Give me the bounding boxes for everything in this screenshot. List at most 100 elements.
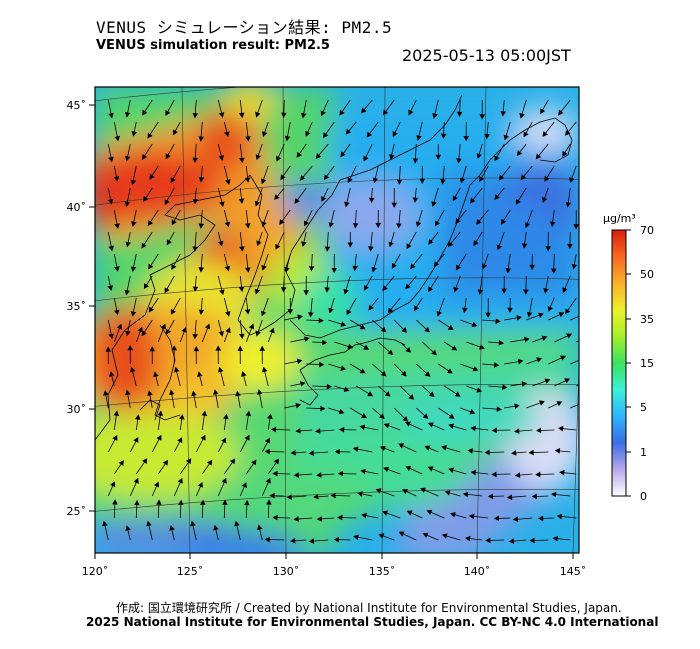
wind-arrowhead-256 xyxy=(431,349,437,356)
wind-arrowhead-309 xyxy=(125,389,131,396)
wind-arrowhead-105 xyxy=(469,197,476,204)
wind-arrowhead-138 xyxy=(239,246,245,252)
wind-arrowhead-111 xyxy=(131,221,137,227)
wind-arrowhead-61 xyxy=(476,153,482,159)
wind-arrowhead-80 xyxy=(419,178,426,184)
wind-arrowhead-278 xyxy=(424,371,431,377)
wind-arrowhead-38 xyxy=(463,136,470,142)
lat-ticks: 45˚ 40˚ 35˚ 30˚ 25˚ xyxy=(67,99,95,518)
wind-arrowhead-361 xyxy=(290,450,296,456)
wind-arrowhead-228 xyxy=(297,314,303,321)
wind-arrowhead-364 xyxy=(352,446,359,452)
wind-arrowhead-120 xyxy=(328,222,335,228)
wind-arrowhead-321 xyxy=(402,416,409,422)
map-frame xyxy=(94,86,580,554)
wind-arrowhead-41 xyxy=(523,131,529,138)
wind-arrowhead-153 xyxy=(567,243,573,250)
wind-arrowhead-443 xyxy=(169,525,175,531)
wind-arrowhead-318 xyxy=(338,408,345,415)
wind-arrowhead-84 xyxy=(498,174,505,181)
wind-arrowhead-167 xyxy=(391,262,397,269)
wind-arrowhead-198 xyxy=(113,309,120,316)
wind-arrowhead-203 xyxy=(225,311,231,317)
wind-arrowhead-28 xyxy=(245,136,251,142)
wind-arrowhead-290 xyxy=(197,371,203,378)
wind-arrowhead-134 xyxy=(141,242,147,249)
wind-arrowhead-447 xyxy=(257,524,263,531)
wind-arrowhead-376 xyxy=(162,459,169,466)
wind-arrowhead-386 xyxy=(360,468,366,475)
wind-arrowhead-10 xyxy=(320,110,326,117)
wind-arrowhead-277 xyxy=(401,370,407,377)
wind-arrowhead-169 xyxy=(433,261,440,267)
wind-arrowhead-312 xyxy=(191,390,197,397)
wind-arrowhead-221 xyxy=(125,330,131,337)
wind-arrowhead-39 xyxy=(484,133,490,140)
colorbar-label-15: 15 xyxy=(640,357,654,370)
wind-arrowhead-132 xyxy=(108,245,114,252)
wind-arrowhead-4 xyxy=(192,112,199,119)
wind-arrowhead-34 xyxy=(366,131,372,138)
wind-arrowhead-276 xyxy=(380,370,387,377)
wind-arrowhead-381 xyxy=(273,458,280,465)
wind-arrowhead-263 xyxy=(586,336,591,340)
wind-arrowhead-227 xyxy=(255,330,261,337)
wind-arrowhead-421 xyxy=(177,499,184,506)
wind-arrowhead-15 xyxy=(432,113,438,119)
wind-arrowhead-271 xyxy=(259,345,266,351)
wind-arrowhead-74 xyxy=(280,174,286,181)
wind-arrowhead-377 xyxy=(185,458,192,465)
wind-arrowhead-425 xyxy=(266,499,272,505)
wind-arrowhead-171 xyxy=(481,263,488,270)
wind-arrowhead-378 xyxy=(206,459,213,466)
wind-arrowhead-344 xyxy=(405,421,411,427)
wind-arrowhead-197 xyxy=(562,287,568,294)
wind-arrowhead-168 xyxy=(410,263,416,270)
wind-arrowhead-140 xyxy=(275,243,281,250)
wind-arrowhead-48 xyxy=(192,157,198,164)
lon-tick-125: 125˚ xyxy=(177,565,204,578)
wind-arrowhead-3 xyxy=(165,110,171,116)
wind-arrowhead-350 xyxy=(535,427,542,434)
wind-arrowhead-458 xyxy=(485,537,491,544)
wind-arrowhead-434 xyxy=(450,512,456,518)
wind-arrowhead-330 xyxy=(113,410,120,416)
wind-arrowhead-282 xyxy=(517,358,524,365)
wind-arrowhead-294 xyxy=(299,381,306,387)
wind-arrowhead-22 xyxy=(114,135,120,142)
wind-arrowhead-58 xyxy=(412,158,419,164)
wind-arrowhead-68 xyxy=(149,173,155,180)
wind-arrowhead-257 xyxy=(451,345,458,351)
colorbar-label-0: 0 xyxy=(640,490,647,503)
wind-arrowhead-444 xyxy=(190,520,196,527)
wind-arrowhead-225 xyxy=(218,330,224,337)
wind-arrowhead-139 xyxy=(256,240,262,247)
wind-arrowhead-107 xyxy=(515,198,521,205)
lat-tick-40: 40˚ xyxy=(67,201,87,214)
wind-arrowhead-177 xyxy=(124,289,131,296)
wind-arrowhead-210 xyxy=(368,304,374,311)
wind-arrowhead-86 xyxy=(544,175,550,182)
wind-arrowhead-451 xyxy=(333,536,340,543)
wind-arrowhead-304 xyxy=(521,381,528,387)
wind-arrowhead-359 xyxy=(264,437,270,444)
wind-arrowhead-112 xyxy=(147,220,154,226)
wind-arrowhead-42 xyxy=(542,131,548,137)
wind-arrowhead-269 xyxy=(215,345,222,351)
wind-arrowhead-98 xyxy=(321,195,327,202)
wind-arrowhead-306 xyxy=(564,378,571,384)
wind-arrowhead-383 xyxy=(293,472,300,478)
lon-tick-140: 140˚ xyxy=(464,565,491,578)
footer-license: 2025 National Institute for Environmenta… xyxy=(86,615,659,629)
wind-arrowhead-283 xyxy=(536,357,543,363)
wind-arrowhead-154 xyxy=(114,266,120,272)
wind-arrowhead-52 xyxy=(275,155,282,162)
wind-arrowhead-230 xyxy=(340,321,347,327)
wind-arrowhead-243 xyxy=(137,326,143,333)
wind-arrowhead-448 xyxy=(264,536,270,543)
wind-arrowhead-247 xyxy=(225,327,231,334)
wind-arrowhead-308 xyxy=(103,390,109,396)
wind-arrowhead-385 xyxy=(337,470,344,477)
wind-arrowhead-40 xyxy=(503,134,509,141)
wind-arrowhead-316 xyxy=(295,402,302,409)
